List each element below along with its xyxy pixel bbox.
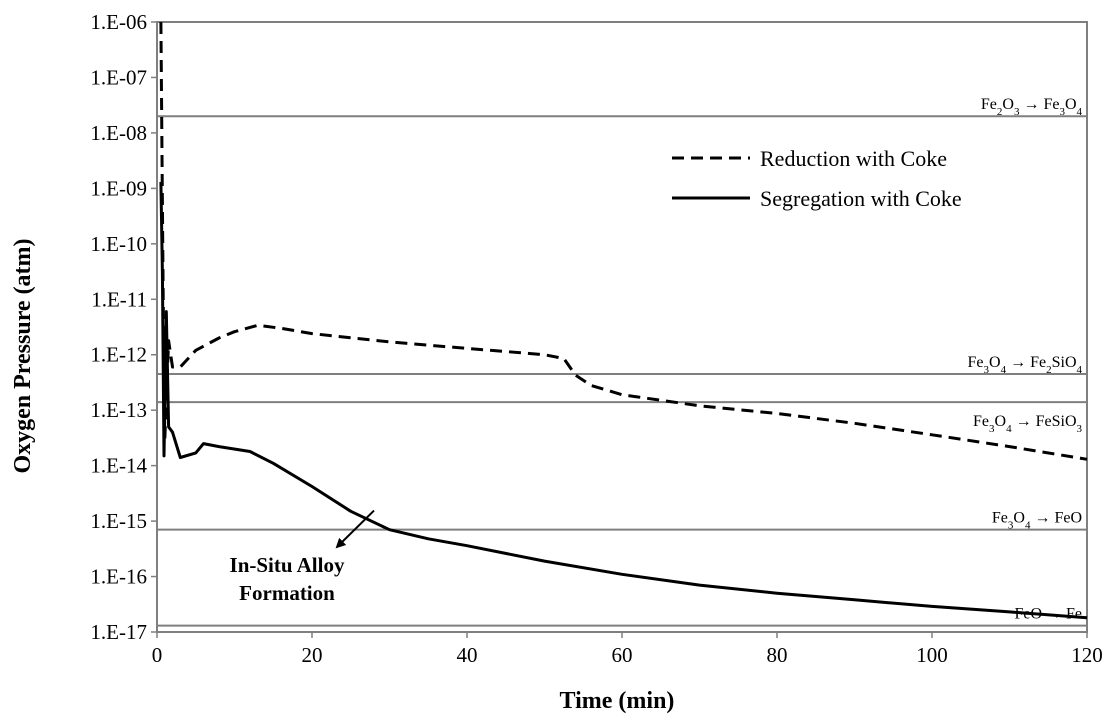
y-tick-label: 1.E-15 bbox=[90, 509, 147, 533]
phase-boundary-label: Fe3O4 → Fe2SiO4 bbox=[968, 354, 1083, 376]
annotation-text: In-Situ Alloy bbox=[230, 553, 345, 577]
x-tick-label: 100 bbox=[916, 643, 948, 667]
plot-area bbox=[156, 21, 1088, 633]
y-tick-label: 1.E-17 bbox=[90, 620, 147, 644]
x-axis-title: Time (min) bbox=[560, 688, 675, 714]
x-tick-label: 40 bbox=[457, 643, 478, 667]
phase-boundary-label: Fe3O4 → FeO bbox=[992, 510, 1082, 532]
y-tick-label: 1.E-09 bbox=[90, 176, 147, 200]
legend: Reduction with Coke Segregation with Coke bbox=[672, 146, 962, 211]
series-line-segregation bbox=[159, 181, 1088, 620]
y-tick-label: 1.E-16 bbox=[90, 565, 147, 589]
annotations: In-Situ Alloy Formation bbox=[230, 509, 375, 605]
phase-boundary-label: Fe3O4 → FeSiO3 bbox=[973, 413, 1082, 435]
y-tick-label: 1.E-06 bbox=[90, 10, 147, 34]
x-tick-label: 80 bbox=[767, 643, 788, 667]
annotation-text: Formation bbox=[239, 581, 335, 605]
reference-lines: Fe2O3 → Fe3O4 Fe3O4 → Fe2SiO4 Fe3O4 → FeSi… bbox=[157, 96, 1087, 627]
y-tick-label: 1.E-14 bbox=[90, 454, 147, 478]
y-tick-label: 1.E-08 bbox=[90, 121, 147, 145]
y-axis-title: Oxygen Pressure (atm) bbox=[10, 238, 36, 473]
x-tick-label: 0 bbox=[152, 643, 163, 667]
annotation-arrow bbox=[335, 509, 375, 549]
y-tick-label: 1.E-10 bbox=[90, 232, 147, 256]
legend-label: Segregation with Coke bbox=[760, 186, 962, 211]
x-tick-label: 120 bbox=[1071, 643, 1103, 667]
y-tick-label: 1.E-13 bbox=[90, 398, 147, 422]
y-tick-label: 1.E-11 bbox=[91, 287, 147, 311]
series-group bbox=[159, 21, 1088, 620]
x-tick-label: 20 bbox=[302, 643, 323, 667]
y-tick-label: 1.E-12 bbox=[90, 343, 147, 367]
legend-label: Reduction with Coke bbox=[760, 146, 947, 171]
series-line-reduction bbox=[159, 21, 1088, 461]
axes: 1.E-06 1.E-07 1.E-08 1.E-09 1.E-10 1.E-11 1.E-… bbox=[90, 10, 1102, 667]
y-tick-label: 1.E-07 bbox=[90, 65, 147, 89]
phase-boundary-label: Fe2O3 → Fe3O4 bbox=[981, 96, 1083, 118]
x-tick-label: 60 bbox=[612, 643, 633, 667]
plot-border bbox=[156, 21, 1088, 633]
